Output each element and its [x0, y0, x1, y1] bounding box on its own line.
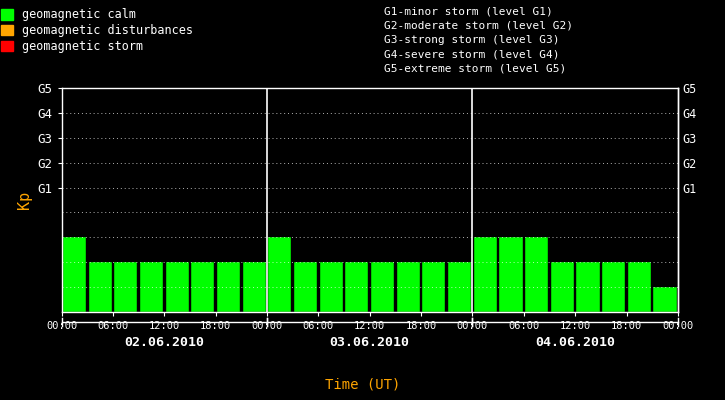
Bar — [217, 262, 240, 312]
Bar — [243, 262, 266, 312]
Bar — [576, 262, 600, 312]
Text: 04.06.2010: 04.06.2010 — [535, 336, 616, 349]
Bar — [268, 237, 291, 312]
Bar — [551, 262, 574, 312]
Bar — [628, 262, 651, 312]
Bar — [191, 262, 215, 312]
Bar — [500, 237, 523, 312]
Bar — [423, 262, 445, 312]
Bar — [294, 262, 317, 312]
Bar — [448, 262, 471, 312]
Bar — [320, 262, 343, 312]
Bar — [345, 262, 368, 312]
Bar — [397, 262, 420, 312]
Bar — [115, 262, 137, 312]
Text: Time (UT): Time (UT) — [325, 378, 400, 392]
Bar — [602, 262, 625, 312]
Bar — [165, 262, 188, 312]
Bar — [371, 262, 394, 312]
Text: 02.06.2010: 02.06.2010 — [124, 336, 204, 349]
Bar — [88, 262, 112, 312]
Bar — [63, 237, 86, 312]
Bar — [140, 262, 163, 312]
Bar — [653, 287, 676, 312]
Bar — [473, 237, 497, 312]
Bar — [525, 237, 548, 312]
Legend: geomagnetic calm, geomagnetic disturbances, geomagnetic storm: geomagnetic calm, geomagnetic disturbanc… — [0, 6, 196, 56]
Text: 03.06.2010: 03.06.2010 — [330, 336, 410, 349]
Text: G1-minor storm (level G1)
G2-moderate storm (level G2)
G3-strong storm (level G3: G1-minor storm (level G1) G2-moderate st… — [384, 6, 573, 74]
Y-axis label: Kp: Kp — [17, 191, 32, 209]
